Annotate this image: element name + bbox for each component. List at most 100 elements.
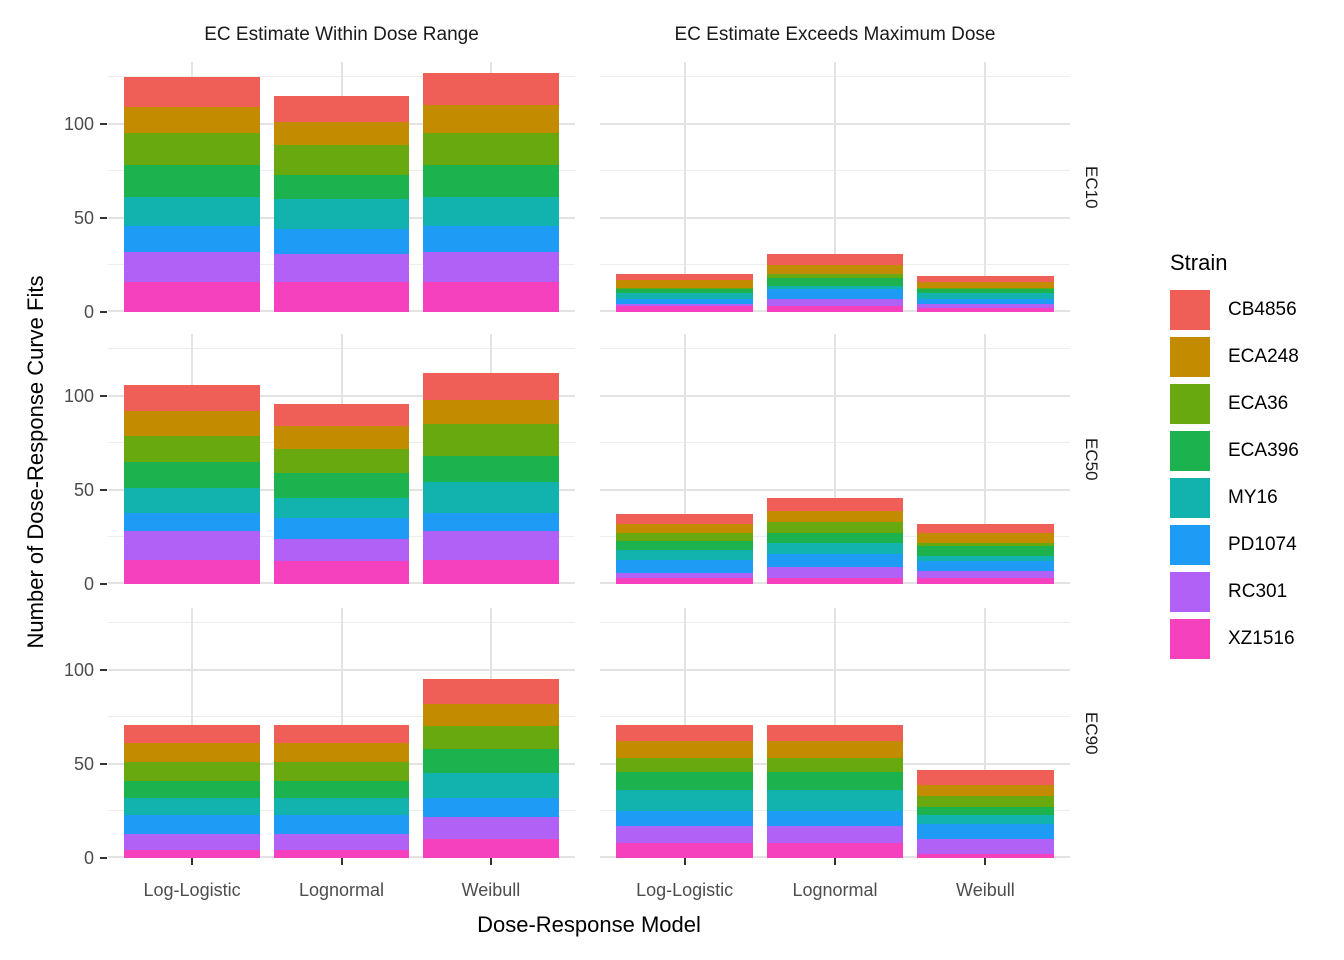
bar-segment-ECA36 bbox=[273, 762, 410, 781]
bar-segment-ECA396 bbox=[766, 771, 904, 791]
facet-row-strip-label: EC10 bbox=[1082, 165, 1101, 209]
bar-segment-CB4856 bbox=[124, 77, 260, 108]
stacked-bar-Weibull bbox=[423, 679, 559, 858]
gridline-vertical bbox=[984, 334, 987, 584]
stacked-bar-Lognormal bbox=[766, 253, 904, 312]
bar-segment-XZ1516 bbox=[273, 281, 410, 312]
bar-segment-CB4856 bbox=[423, 373, 559, 400]
bar-segment-XZ1516 bbox=[423, 281, 559, 312]
bar-segment-ECA248 bbox=[423, 105, 559, 134]
bar-segment-ECA36 bbox=[423, 726, 559, 749]
bar-segment-ECA36 bbox=[616, 533, 753, 541]
y-tick-mark bbox=[100, 669, 107, 672]
bar-segment-XZ1516 bbox=[616, 842, 753, 858]
bar-segment-RC301 bbox=[766, 826, 904, 843]
facet-row-strip-label: EC90 bbox=[1082, 711, 1101, 755]
stacked-bar-Weibull bbox=[423, 73, 559, 312]
bar-segment-MY16 bbox=[766, 790, 904, 811]
bar-segment-MY16 bbox=[616, 790, 753, 811]
bar-segment-XZ1516 bbox=[917, 308, 1054, 312]
bar-segment-MY16 bbox=[917, 293, 1054, 299]
gridline-vertical bbox=[683, 334, 686, 584]
bar-segment-RC301 bbox=[423, 531, 559, 560]
legend-swatch-XZ1516 bbox=[1170, 619, 1210, 659]
bar-segment-XZ1516 bbox=[917, 854, 1054, 858]
bar-segment-ECA36 bbox=[766, 758, 904, 772]
x-tick-label-Lognormal: Lognormal bbox=[298, 880, 385, 900]
stacked-bar-Lognormal bbox=[273, 403, 410, 584]
bar-segment-RC301 bbox=[124, 833, 260, 851]
facet-panel-EC50-within bbox=[108, 334, 575, 584]
bar-segment-ECA396 bbox=[423, 165, 559, 198]
y-tick-label: 100 bbox=[63, 660, 94, 681]
bar-segment-CB4856 bbox=[273, 724, 410, 744]
y-tick-label: 0 bbox=[83, 848, 94, 868]
stacked-bar-Log-Logistic bbox=[124, 77, 260, 312]
bar-segment-ECA396 bbox=[616, 540, 753, 551]
bar-segment-ECA248 bbox=[917, 281, 1054, 288]
bar-segment-RC301 bbox=[766, 298, 904, 307]
bar-segment-ECA396 bbox=[124, 461, 260, 489]
bar-segment-ECA248 bbox=[124, 743, 260, 763]
bar-segment-RC301 bbox=[273, 833, 410, 851]
bar-segment-ECA248 bbox=[616, 741, 753, 759]
legend: Strain CB4856 ECA248 ECA36 ECA396 MY16 PD1074… bbox=[1170, 250, 1299, 666]
bar-segment-ECA36 bbox=[616, 287, 753, 290]
bar-segment-ECA36 bbox=[423, 424, 559, 457]
legend-label: MY16 bbox=[1228, 487, 1278, 508]
y-tick-label: 50 bbox=[73, 754, 94, 774]
bar-segment-CB4856 bbox=[616, 724, 753, 742]
stacked-bar-Log-Logistic bbox=[616, 514, 753, 584]
bar-segment-CB4856 bbox=[917, 276, 1054, 282]
stacked-bar-Lognormal bbox=[273, 724, 410, 858]
y-tick-mark bbox=[100, 857, 107, 859]
gridline-vertical bbox=[834, 62, 836, 312]
bar-segment-XZ1516 bbox=[917, 578, 1054, 584]
legend-item-MY16: MY16 bbox=[1170, 478, 1299, 518]
bar-segment-ECA248 bbox=[766, 510, 904, 522]
bar-segment-PD1074 bbox=[766, 810, 904, 827]
bar-segment-ECA36 bbox=[124, 435, 260, 462]
bar-segment-CB4856 bbox=[273, 95, 410, 123]
legend-label: ECA36 bbox=[1228, 393, 1289, 414]
bar-segment-PD1074 bbox=[766, 553, 904, 568]
x-tick-mark bbox=[489, 858, 492, 865]
legend-item-ECA396: ECA396 bbox=[1170, 431, 1299, 471]
bar-segment-MY16 bbox=[766, 542, 904, 554]
bar-segment-CB4856 bbox=[273, 403, 410, 427]
legend-swatch-ECA396 bbox=[1170, 431, 1210, 471]
bar-segment-CB4856 bbox=[616, 274, 753, 281]
stacked-bar-Log-Logistic bbox=[616, 274, 753, 312]
stacked-bar-Weibull bbox=[423, 373, 559, 584]
bar-segment-ECA396 bbox=[616, 771, 753, 791]
y-tick-mark bbox=[100, 217, 107, 219]
stacked-bar-Log-Logistic bbox=[616, 724, 753, 858]
gridline-vertical bbox=[834, 334, 836, 584]
bar-segment-ECA396 bbox=[917, 546, 1054, 556]
bar-segment-ECA36 bbox=[917, 287, 1054, 290]
bar-segment-ECA396 bbox=[766, 533, 904, 543]
bar-segment-PD1074 bbox=[423, 797, 559, 817]
bar-segment-ECA36 bbox=[423, 133, 559, 166]
bar-segment-PD1074 bbox=[423, 512, 559, 532]
y-tick-label: 100 bbox=[63, 386, 94, 407]
legend-item-RC301: RC301 bbox=[1170, 572, 1299, 612]
legend-swatch-MY16 bbox=[1170, 478, 1210, 518]
facet-panel-EC90-exceeds bbox=[600, 608, 1070, 858]
bar-segment-ECA396 bbox=[273, 473, 410, 498]
bar-segment-XZ1516 bbox=[766, 578, 904, 584]
bar-segment-ECA248 bbox=[766, 741, 904, 759]
bar-segment-PD1074 bbox=[423, 225, 559, 252]
x-tick-label-Weibull: Weibull bbox=[461, 880, 521, 900]
facet-panel-EC10-within bbox=[108, 62, 575, 312]
bar-segment-ECA396 bbox=[917, 289, 1054, 294]
y-tick-label: 0 bbox=[83, 302, 94, 322]
bar-segment-RC301 bbox=[616, 826, 753, 843]
bar-segment-ECA396 bbox=[124, 165, 260, 198]
x-axis-title: Dose-Response Model bbox=[477, 912, 701, 937]
bar-segment-RC301 bbox=[124, 531, 260, 560]
stacked-bar-Lognormal bbox=[766, 724, 904, 858]
facet-col-strip-within: EC Estimate Within Dose Range bbox=[204, 24, 479, 45]
bar-segment-RC301 bbox=[616, 572, 753, 579]
legend-label: CB4856 bbox=[1228, 299, 1297, 320]
